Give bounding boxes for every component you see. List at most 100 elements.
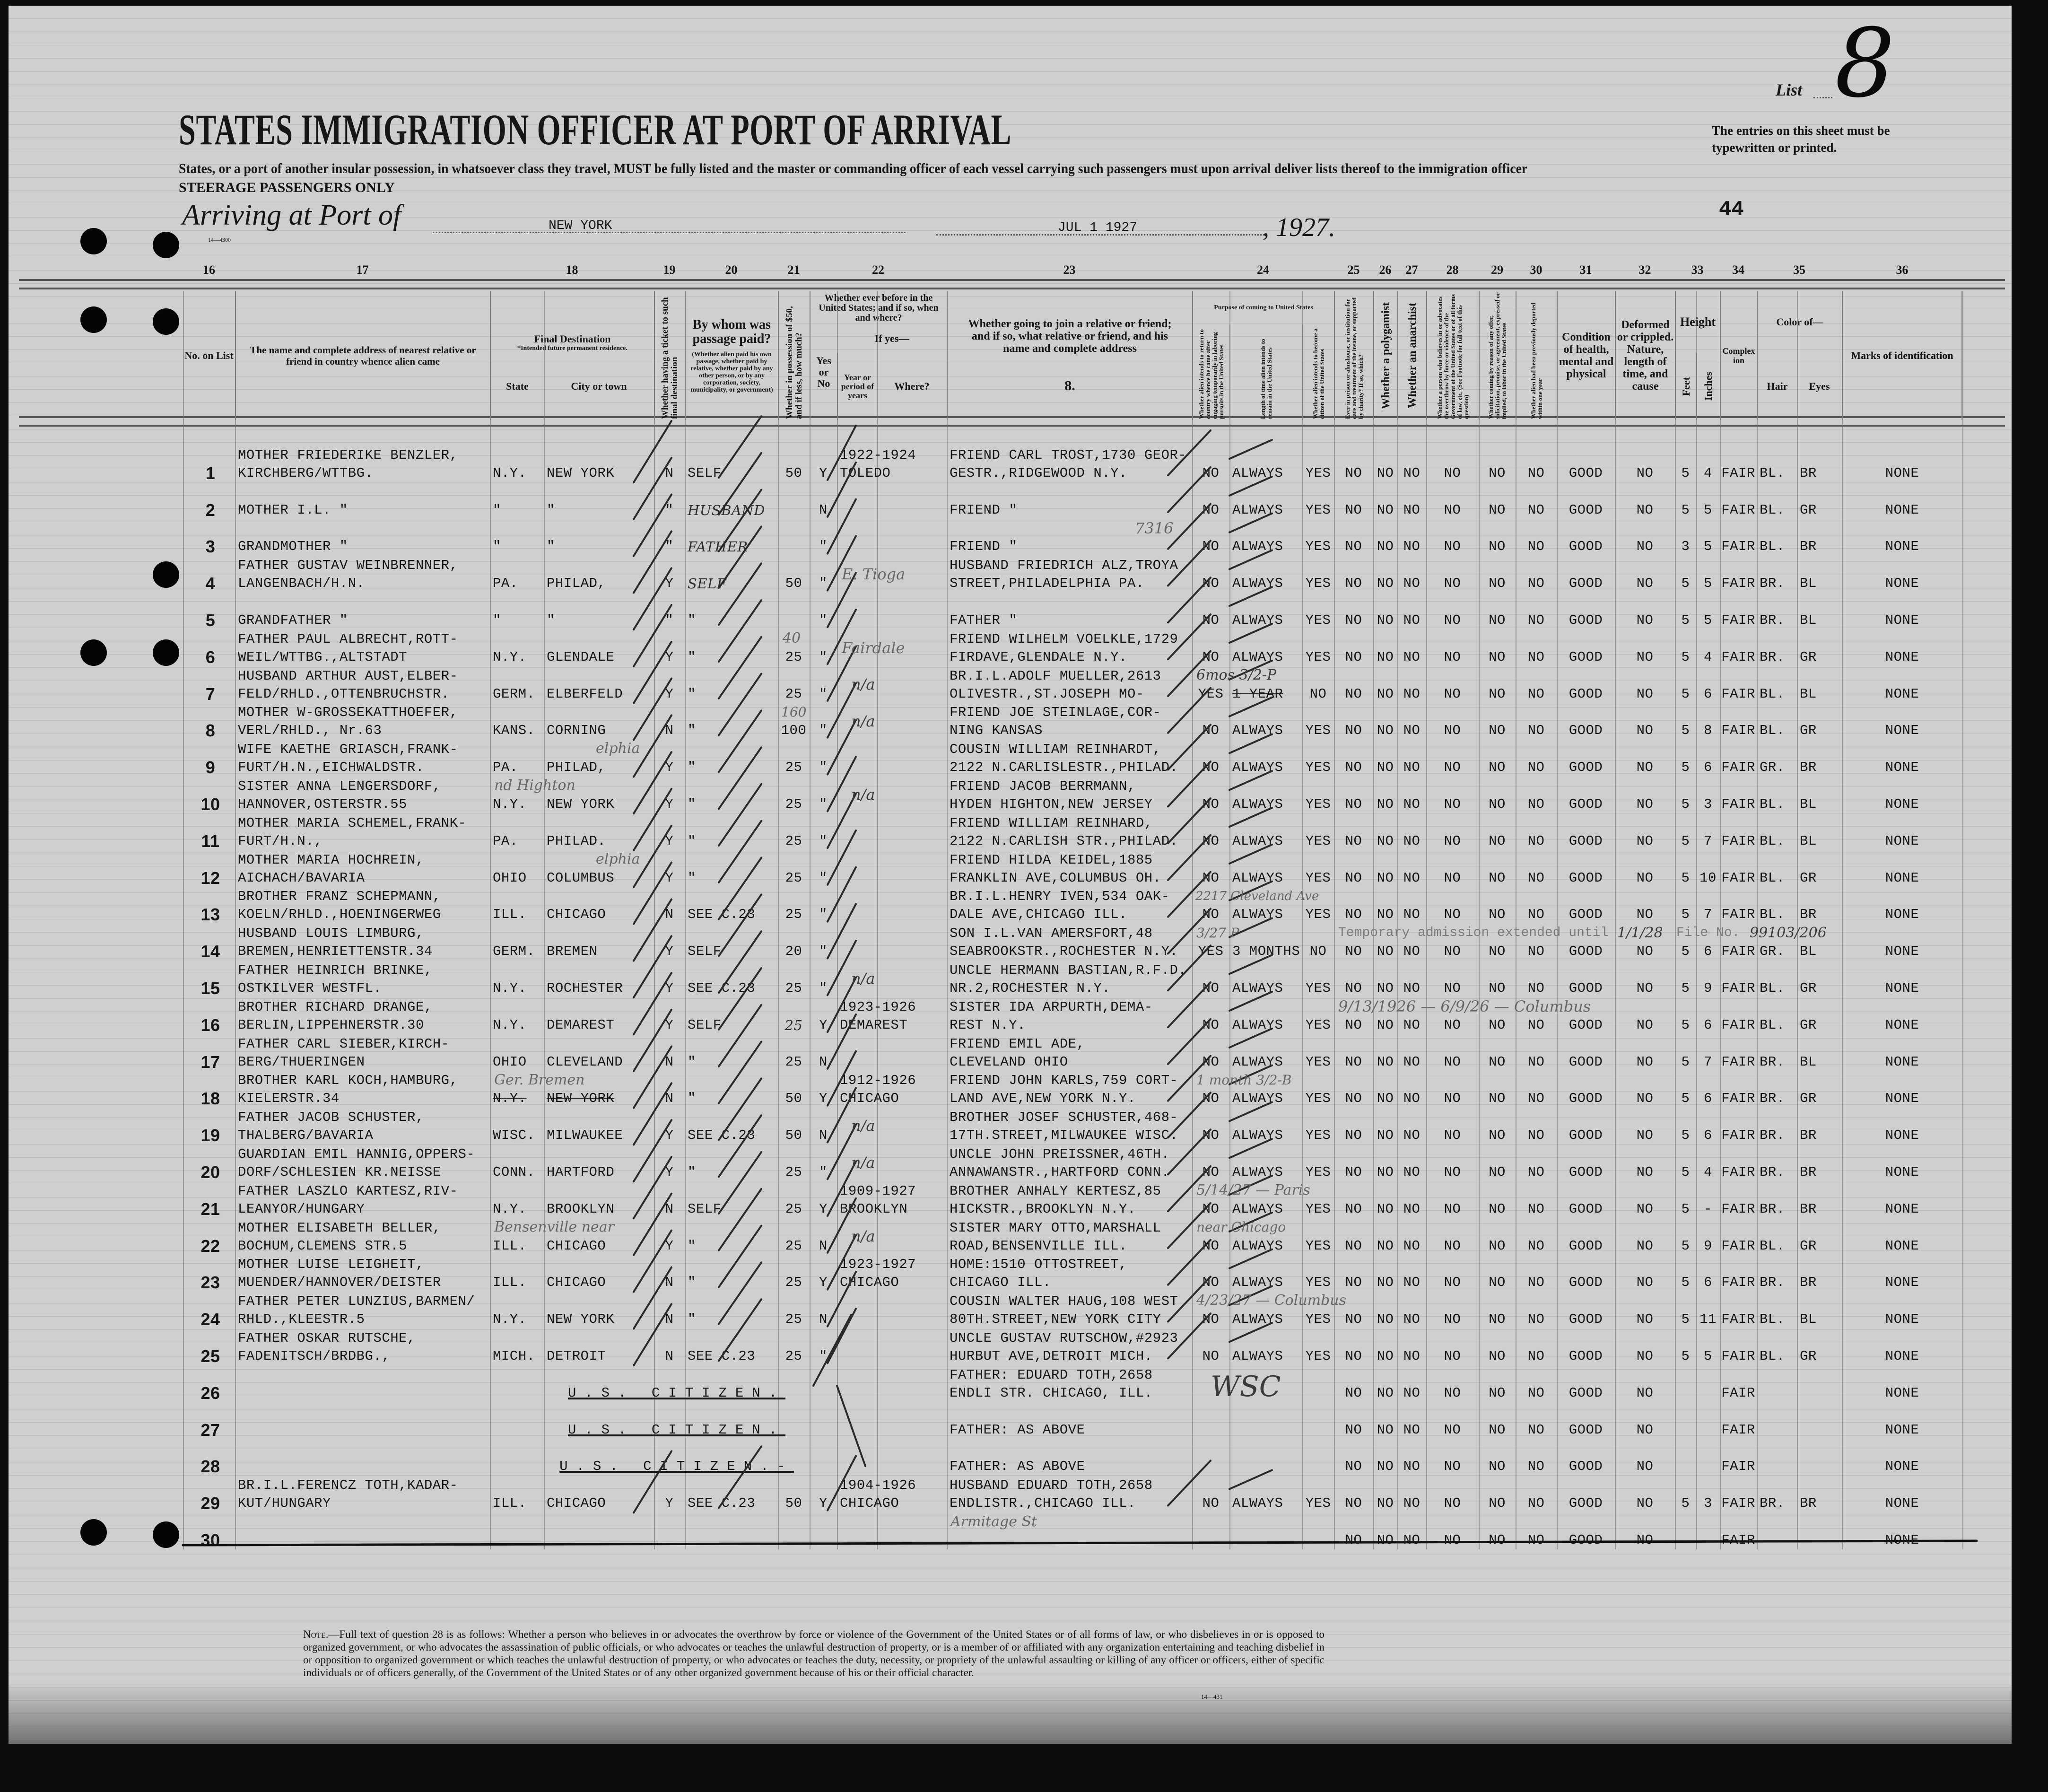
destination-state-line: N.Y.	[493, 649, 527, 665]
joining-relative-line: HYDEN HIGHTON,NEW JERSEY	[950, 796, 1153, 812]
health: GOOD	[1557, 1292, 1615, 1329]
height-inches-line: 6	[1704, 1275, 1712, 1291]
check-mark	[1167, 724, 1211, 771]
complexion: FAIR	[1720, 1476, 1757, 1512]
health-line: GOOD	[1569, 1459, 1603, 1475]
anarchist: NO	[1397, 1071, 1426, 1108]
ticket-line: Y	[665, 576, 674, 592]
polygamist-line: NO	[1377, 1091, 1394, 1107]
passage-paid-by-line: "	[688, 1164, 696, 1180]
polygamist-line: NO	[1377, 502, 1394, 518]
prison-line: NO	[1345, 980, 1362, 996]
check-mark	[633, 1229, 672, 1293]
polygamist-line: NO	[1377, 1385, 1394, 1401]
complexion: FAIR	[1720, 997, 1757, 1034]
row-number-text: 1	[205, 463, 216, 483]
prison: NO	[1334, 482, 1373, 519]
column-rule	[1797, 291, 1798, 1549]
health: GOOD	[1557, 556, 1615, 593]
passage-paid-label: By whom was passage paid?	[692, 317, 771, 346]
check-mark	[718, 783, 762, 847]
hair-color-line: BL.	[1760, 502, 1785, 518]
hair-color-line: BR.	[1760, 1164, 1785, 1180]
ticket: N	[654, 1181, 685, 1218]
labor-offer-line: NO	[1489, 1054, 1506, 1070]
check-mark	[718, 525, 762, 589]
overthrow-line: NO	[1444, 1422, 1461, 1438]
nearest-relative-line: HUSBAND ARTHUR AUST,ELBER-	[238, 668, 458, 684]
anarchist-line: NO	[1403, 980, 1421, 996]
deformed-line: NO	[1636, 502, 1654, 518]
deported: NO	[1516, 703, 1557, 740]
labor-offer-line: NO	[1489, 1311, 1506, 1328]
deported-line: NO	[1527, 576, 1545, 592]
polygamist: NO	[1373, 1181, 1397, 1218]
destination-city-line: PHILAD,	[547, 576, 606, 592]
complexion-line: FAIR	[1721, 1532, 1755, 1548]
height-inches: 9	[1696, 961, 1720, 997]
nearest-relative-line: FATHER GUSTAV WEINBRENNER,	[238, 558, 458, 574]
overthrow-line: NO	[1444, 649, 1461, 665]
eye-color: BR	[1797, 1476, 1842, 1512]
row-number: 25	[183, 1329, 235, 1365]
port-of-arrival: NEW YORK	[549, 219, 612, 233]
identification-marks-line: NONE	[1885, 1311, 1919, 1328]
destination-state-line: "	[493, 612, 501, 628]
punch-hole	[80, 306, 107, 333]
eye-color-line: BR	[1800, 907, 1817, 923]
column-number: 22	[872, 263, 884, 277]
ticket: Y	[654, 740, 685, 777]
deported-line: NO	[1527, 1238, 1545, 1254]
identification-marks-line: NONE	[1885, 1164, 1919, 1180]
destination-state-line: ILL.	[493, 1495, 527, 1512]
identification-marks: NONE	[1842, 482, 1962, 519]
overthrow-line: NO	[1444, 944, 1461, 960]
citizen-intent: YES	[1302, 850, 1334, 887]
height-inches-line: 7	[1704, 907, 1712, 923]
money-line: 50	[785, 1495, 802, 1512]
check-mark	[827, 1234, 857, 1291]
citizen-intent-line: YES	[1305, 1495, 1331, 1512]
destination-state-line: "	[493, 502, 501, 518]
column-rule	[1426, 291, 1427, 1549]
check-mark	[827, 977, 857, 1033]
overthrow: NO	[1426, 556, 1479, 593]
prison: NO	[1334, 1255, 1373, 1292]
prison-line: NO	[1345, 1348, 1362, 1364]
ticket-line: Y	[665, 1164, 674, 1180]
anarchist: NO	[1397, 593, 1426, 629]
row-number-text: 11	[201, 831, 220, 851]
joining-relative: SISTER MARY OTTO,MARSHALL ROAD,BENSENVILL…	[947, 1218, 1192, 1255]
row-number: 1	[183, 446, 235, 482]
passage-paid-by-line: "	[688, 1091, 696, 1107]
health: GOOD	[1557, 482, 1615, 519]
passage-paid-by: "	[685, 1292, 778, 1329]
height-inches-line: 6	[1704, 1091, 1712, 1107]
annotation: n/a	[851, 1154, 875, 1171]
length-of-stay-line: ALWAYS	[1232, 870, 1283, 886]
passage-paid-note: (Whether alien paid his own passage, whe…	[690, 351, 773, 393]
deformed-line: NO	[1636, 649, 1654, 665]
passage-paid-by: FATHER	[685, 519, 778, 556]
deported-line: NO	[1527, 723, 1545, 739]
nearest-relative-line: GUARDIAN EMIL HANNIG,OPPERS-	[238, 1146, 475, 1162]
column-rule	[1302, 291, 1303, 1549]
identification-marks-line: NONE	[1885, 539, 1919, 555]
money-line: 25	[785, 649, 802, 665]
eye-color-line: BL	[1800, 833, 1817, 849]
row-number-text: 21	[200, 1199, 220, 1219]
annotation: n/a	[851, 675, 875, 693]
before-in-us: N	[810, 1108, 837, 1145]
height-feet-line: 5	[1681, 1017, 1690, 1033]
labor-offer: NO	[1479, 519, 1516, 556]
check-mark	[1229, 1322, 1273, 1343]
ticket-line: Y	[665, 1017, 674, 1033]
destination-state: PA.	[490, 556, 544, 593]
height-inches: 7	[1696, 1034, 1720, 1071]
check-mark	[827, 940, 857, 997]
overthrow: NO	[1426, 1255, 1479, 1292]
joining-relative-line: FRIEND JACOB BERRMANN,	[950, 778, 1136, 794]
joining-relative-line: 2122 N.CARLISH STR.,PHILAD.	[950, 833, 1178, 849]
eye-color: GR	[1797, 1218, 1842, 1255]
nearest-relative: MOTHER W-GROSSEKATTHOEFER, VERL/RHLD., Nr…	[235, 703, 490, 740]
